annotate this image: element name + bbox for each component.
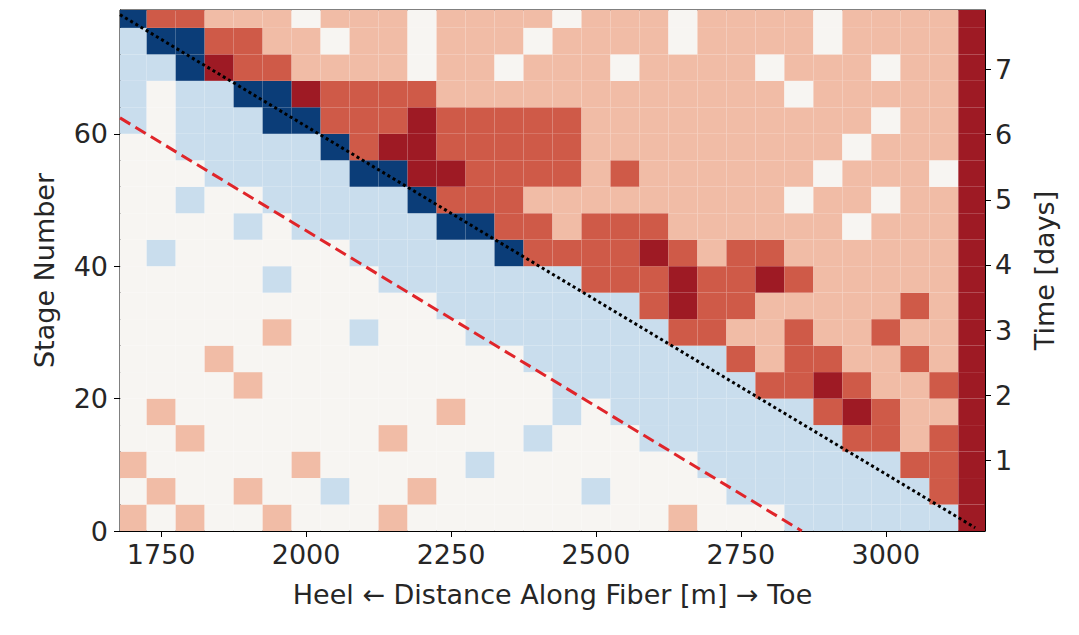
svg-text:Time [days]: Time [days] [1029,191,1060,351]
svg-text:2250: 2250 [417,539,486,570]
svg-text:2750: 2750 [707,539,776,570]
svg-text:40: 40 [74,251,108,282]
svg-text:4: 4 [995,249,1012,280]
svg-text:2: 2 [995,380,1012,411]
svg-text:Stage Number: Stage Number [29,172,60,368]
svg-text:2500: 2500 [562,539,631,570]
svg-text:3: 3 [995,315,1012,346]
svg-text:1: 1 [995,445,1012,476]
svg-text:3000: 3000 [852,539,921,570]
svg-text:1750: 1750 [127,539,196,570]
svg-text:5: 5 [995,184,1012,215]
svg-text:6: 6 [995,119,1012,150]
svg-text:60: 60 [74,118,108,149]
svg-text:20: 20 [74,383,108,414]
svg-text:2000: 2000 [272,539,341,570]
svg-text:0: 0 [91,516,108,547]
svg-text:Heel ← Distance Along Fiber [m: Heel ← Distance Along Fiber [m] → Toe [293,579,812,610]
svg-text:7: 7 [995,54,1012,85]
